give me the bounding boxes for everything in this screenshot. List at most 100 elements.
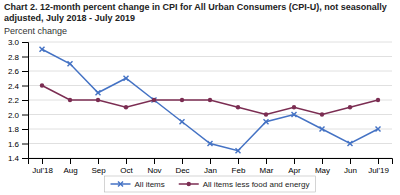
x-tick-label: Feb <box>232 166 246 175</box>
y-axis-title: Percent change <box>4 26 67 36</box>
grid-line <box>28 42 392 43</box>
y-tick-label: 1.4 <box>8 154 20 163</box>
x-tick: May <box>315 158 330 175</box>
y-tick-mark <box>22 71 28 72</box>
x-tick: Apr <box>288 158 301 175</box>
x-tick-label: Jul'18 <box>32 166 53 175</box>
y-tick-mark <box>22 86 28 87</box>
marker-stroke <box>118 182 123 187</box>
data-point <box>208 141 213 146</box>
series-markers <box>40 83 380 116</box>
y-tick-label: 2.0 <box>8 111 20 120</box>
y-tick-mark <box>22 158 28 159</box>
marker-stroke <box>40 47 45 52</box>
data-point <box>320 112 324 116</box>
marker-stroke <box>68 61 73 66</box>
y-tick: 3.0 <box>8 38 28 47</box>
marker-stroke <box>152 98 157 103</box>
x-axis: Jul'18AugSepOctNovDecJanFebMarAprMayJunJ… <box>29 158 393 175</box>
legend-item: All items <box>111 180 165 189</box>
data-point <box>68 61 73 66</box>
x-tick: Nov <box>147 158 161 175</box>
x-tick-label: Mar <box>260 166 274 175</box>
y-tick-label: 2.2 <box>8 96 20 105</box>
data-point <box>68 98 72 102</box>
data-point <box>180 98 184 102</box>
y-axis: 1.41.61.82.02.22.42.62.83.0 <box>8 38 29 163</box>
data-point <box>348 105 352 109</box>
x-tick: Oct <box>120 158 133 175</box>
marker-stroke <box>180 119 185 124</box>
y-tick: 1.6 <box>8 140 28 149</box>
grid-line <box>28 56 392 57</box>
marker-stroke <box>180 119 185 124</box>
x-tick: Aug <box>63 158 77 175</box>
y-tick-label: 2.6 <box>8 67 20 76</box>
x-tick: Mar <box>260 158 274 175</box>
data-point <box>320 127 325 132</box>
y-tick: 1.4 <box>8 154 28 163</box>
y-tick-mark <box>22 42 28 43</box>
title-line: Chart 2. 12-month percent change in CPI … <box>4 2 387 12</box>
data-point <box>292 105 296 109</box>
x-tick: Jul'18 <box>32 158 53 175</box>
y-axis-line <box>22 43 29 159</box>
x-tick-label: Jan <box>204 166 217 175</box>
marks <box>40 47 381 154</box>
marker-stroke <box>376 127 381 132</box>
x-tick: Dec <box>175 158 189 175</box>
marker-stroke <box>236 148 241 153</box>
marker-stroke <box>152 98 157 103</box>
x-tick-mark <box>350 158 351 164</box>
x-tick-label: Jun <box>344 166 357 175</box>
legend: All items All items less food and energy <box>105 176 316 192</box>
legend-marker <box>118 182 123 187</box>
data-point <box>376 98 380 102</box>
series-line <box>42 49 378 151</box>
x-tick-label: Oct <box>120 166 133 175</box>
data-point <box>40 83 44 87</box>
marker-stroke <box>208 141 213 146</box>
data-point <box>96 90 101 95</box>
data-point <box>96 98 100 102</box>
data-point <box>264 119 269 124</box>
plot: 1.41.61.82.02.22.42.62.83.0Jul'18AugSepO… <box>8 38 393 175</box>
y-tick-mark <box>22 115 28 116</box>
marker-stroke <box>348 141 353 146</box>
x-tick-mark <box>378 158 379 164</box>
x-tick-mark <box>154 158 155 164</box>
grid-line <box>28 71 392 72</box>
data-point <box>40 47 45 52</box>
x-tick-mark <box>210 158 211 164</box>
marker-stroke <box>348 141 353 146</box>
title: Chart 2. 12-month percent change in CPI … <box>4 2 387 23</box>
x-tick: Feb <box>232 158 246 175</box>
marker-stroke <box>264 119 269 124</box>
marker-stroke <box>320 127 325 132</box>
marker-stroke <box>96 90 101 95</box>
marker-stroke <box>118 182 123 187</box>
legend-item: All items less food and energy <box>179 180 310 189</box>
legend-box <box>105 176 316 192</box>
marker-stroke <box>292 112 297 117</box>
y-tick-label: 1.8 <box>8 125 20 134</box>
y-tick-mark <box>22 144 28 145</box>
x-tick-mark <box>294 158 295 164</box>
x-tick-label: Dec <box>175 166 189 175</box>
data-point <box>236 105 240 109</box>
chart: Chart 2. 12-month percent change in CPI … <box>0 0 400 195</box>
y-tick-label: 3.0 <box>8 38 20 47</box>
data-point <box>208 98 212 102</box>
y-tick-mark <box>22 100 28 101</box>
marker-stroke <box>68 61 73 66</box>
x-tick-label: May <box>315 166 330 175</box>
x-tick-mark <box>70 158 71 164</box>
x-tick-mark <box>42 158 43 164</box>
marker-stroke <box>208 141 213 146</box>
marker-stroke <box>96 90 101 95</box>
data-point <box>152 98 156 102</box>
x-tick-mark <box>182 158 183 164</box>
y-tick-label: 2.8 <box>8 53 20 62</box>
x-tick-label: Sep <box>91 166 106 175</box>
data-point <box>376 127 381 132</box>
